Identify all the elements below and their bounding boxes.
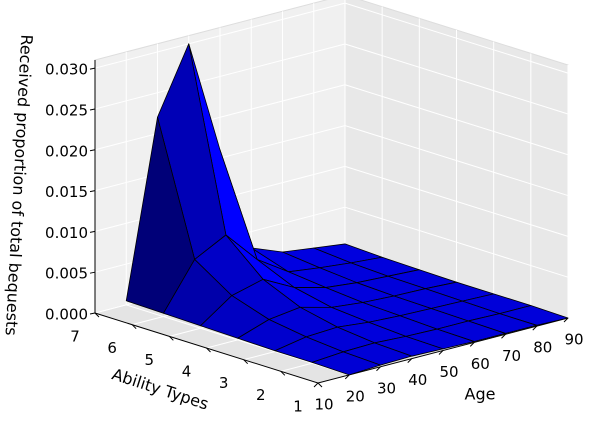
tick-mark [407,358,413,363]
tick-mark [89,230,96,233]
y-tick-label: 5 [145,351,155,369]
tick-mark [469,342,475,347]
x-tick-label: 80 [533,339,552,357]
x-tick-label: 90 [564,331,583,349]
tick-mark [89,67,96,70]
z-tick-label: 0.025 [45,101,88,119]
x-tick-label: 70 [502,347,521,365]
x-axis-label: Age [465,385,496,404]
tick-mark [131,324,137,330]
tick-mark [563,317,569,323]
z-tick-label: 0.000 [45,306,88,324]
tick-mark [376,366,381,372]
tick-mark [168,335,174,341]
tick-mark [532,325,538,331]
grid-line [94,43,346,110]
z-tick-label: 0.030 [45,61,88,79]
tick-mark [89,149,96,152]
surface-patch [311,351,381,376]
tick-mark [243,359,249,365]
y-tick-label: 4 [182,363,192,381]
tick-mark [313,382,319,388]
tick-mark [89,190,96,193]
grid-line [344,165,569,237]
tick-mark [317,382,323,388]
tick-mark [344,374,350,380]
y-tick-label: 3 [219,374,229,392]
z-tick-label: 0.020 [45,142,88,160]
x-tick-label: 50 [439,363,458,381]
grid-line [94,2,346,69]
y-tick-label: 1 [293,398,303,416]
y-tick-label: 6 [107,339,117,357]
tick-mark [438,350,444,355]
y-tick-label: 2 [256,386,266,404]
grid-line [344,43,569,115]
x-tick-label: 60 [471,355,490,373]
tick-mark [89,271,96,274]
grid-line [344,125,569,197]
tick-mark [89,108,96,111]
tick-mark [94,312,100,318]
x-tick-label: 30 [377,379,396,397]
x-tick-label: 20 [346,387,365,405]
tick-mark [89,312,96,315]
x-tick-label: 10 [314,396,333,414]
y-axis-label: Ability Types [110,365,211,414]
grid-line [344,2,569,74]
grid-line [94,84,346,151]
z-tick-label: 0.010 [45,224,88,242]
grid-line [344,84,569,156]
y-tick-label: 7 [70,328,80,346]
tick-mark [280,370,286,376]
z-tick-label: 0.005 [45,265,88,283]
tick-mark [206,347,211,353]
z-axis-label: Received proportion of total bequests [2,34,37,336]
tick-mark [501,333,506,339]
grid-line [344,206,569,278]
z-tick-label: 0.015 [45,183,88,201]
x-tick-label: 40 [408,371,427,389]
